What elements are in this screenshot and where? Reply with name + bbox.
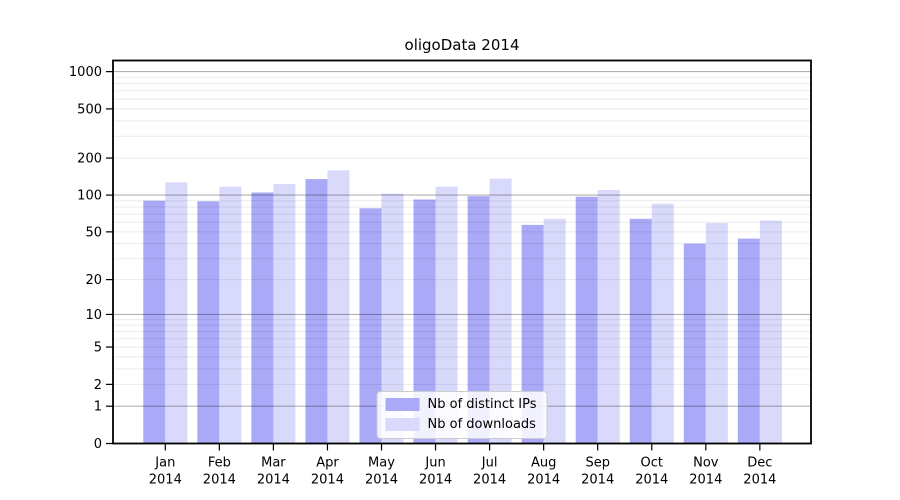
legend-label-downloads: Nb of downloads [427, 417, 536, 432]
legend-swatch-downloads [385, 418, 420, 431]
x-tick-label-month: Feb [208, 456, 231, 471]
bar-sep-ips [575, 196, 598, 444]
y-tick-label: 0 [94, 437, 102, 452]
x-tick-label-month: Apr [316, 456, 339, 471]
bar-feb-downloads [219, 186, 242, 444]
x-tick-label-month: Nov [693, 456, 719, 471]
bar-apr-ips [305, 179, 328, 444]
bar-dec-ips [737, 238, 760, 444]
x-tick-label-month: Mar [261, 456, 286, 471]
y-tick-label: 100 [77, 189, 102, 204]
bar-jul-ips [467, 196, 490, 444]
bar-jun-ips [413, 199, 436, 444]
chart-title: oligoData 2014 [404, 36, 520, 54]
x-tick-label-month: Jan [154, 456, 175, 471]
x-tick-label-month: Aug [531, 456, 556, 471]
bar-sep-downloads [597, 190, 620, 444]
x-tick-label-year: 2014 [149, 473, 182, 488]
bar-aug-ips [521, 224, 544, 444]
bar-feb-ips [197, 201, 220, 444]
y-tick-label: 200 [77, 152, 102, 167]
bar-nov-downloads [705, 223, 728, 444]
y-tick-label: 50 [85, 225, 102, 240]
x-tick-label-month: Sep [585, 456, 610, 471]
x-tick-label-year: 2014 [203, 473, 236, 488]
bar-oct-ips [629, 218, 652, 444]
x-tick-label-month: Jun [424, 456, 445, 471]
legend-item-downloads: Nb of downloads [385, 417, 537, 432]
bar-oct-downloads [651, 203, 674, 444]
bar-may-downloads [381, 193, 404, 444]
bar-jul-downloads [489, 178, 512, 444]
x-tick-label-month: May [368, 456, 395, 471]
y-tick-label: 500 [77, 102, 102, 117]
y-tick-label: 1 [94, 400, 102, 415]
y-tick-label: 1000 [69, 65, 102, 80]
x-tick-label-year: 2014 [473, 473, 506, 488]
bar-apr-downloads [327, 170, 350, 444]
plot-frame [112, 59, 812, 445]
bar-may-ips [359, 208, 382, 444]
x-tick-label-year: 2014 [743, 473, 776, 488]
bar-nov-ips [683, 243, 706, 444]
legend-item-distinct-ips: Nb of distinct IPs [385, 397, 537, 412]
bar-jan-downloads [165, 182, 188, 444]
legend-label-distinct-ips: Nb of distinct IPs [427, 397, 537, 412]
x-tick-label-year: 2014 [419, 473, 452, 488]
bar-jan-ips [143, 200, 166, 444]
x-tick-label-year: 2014 [689, 473, 722, 488]
x-tick-label-year: 2014 [635, 473, 668, 488]
x-tick-label-year: 2014 [257, 473, 290, 488]
x-tick-label-year: 2014 [581, 473, 614, 488]
x-tick-label-year: 2014 [365, 473, 398, 488]
x-tick-label-year: 2014 [527, 473, 560, 488]
y-tick-label: 20 [85, 273, 102, 288]
bar-jun-downloads [435, 186, 458, 444]
y-tick-label: 10 [85, 308, 102, 323]
x-tick-label-month: Jul [481, 456, 498, 471]
bar-aug-downloads [543, 218, 566, 444]
x-tick-label-year: 2014 [311, 473, 344, 488]
bar-dec-downloads [759, 220, 782, 444]
bar-mar-downloads [273, 184, 296, 444]
x-tick-label-month: Oct [641, 456, 663, 471]
legend-swatch-distinct-ips [385, 398, 420, 411]
y-tick-label: 2 [94, 378, 102, 393]
bar-mar-ips [251, 192, 274, 444]
y-tick-label: 5 [94, 341, 102, 356]
x-tick-label-month: Dec [747, 456, 772, 471]
legend: Nb of distinct IPs Nb of downloads [376, 391, 548, 439]
